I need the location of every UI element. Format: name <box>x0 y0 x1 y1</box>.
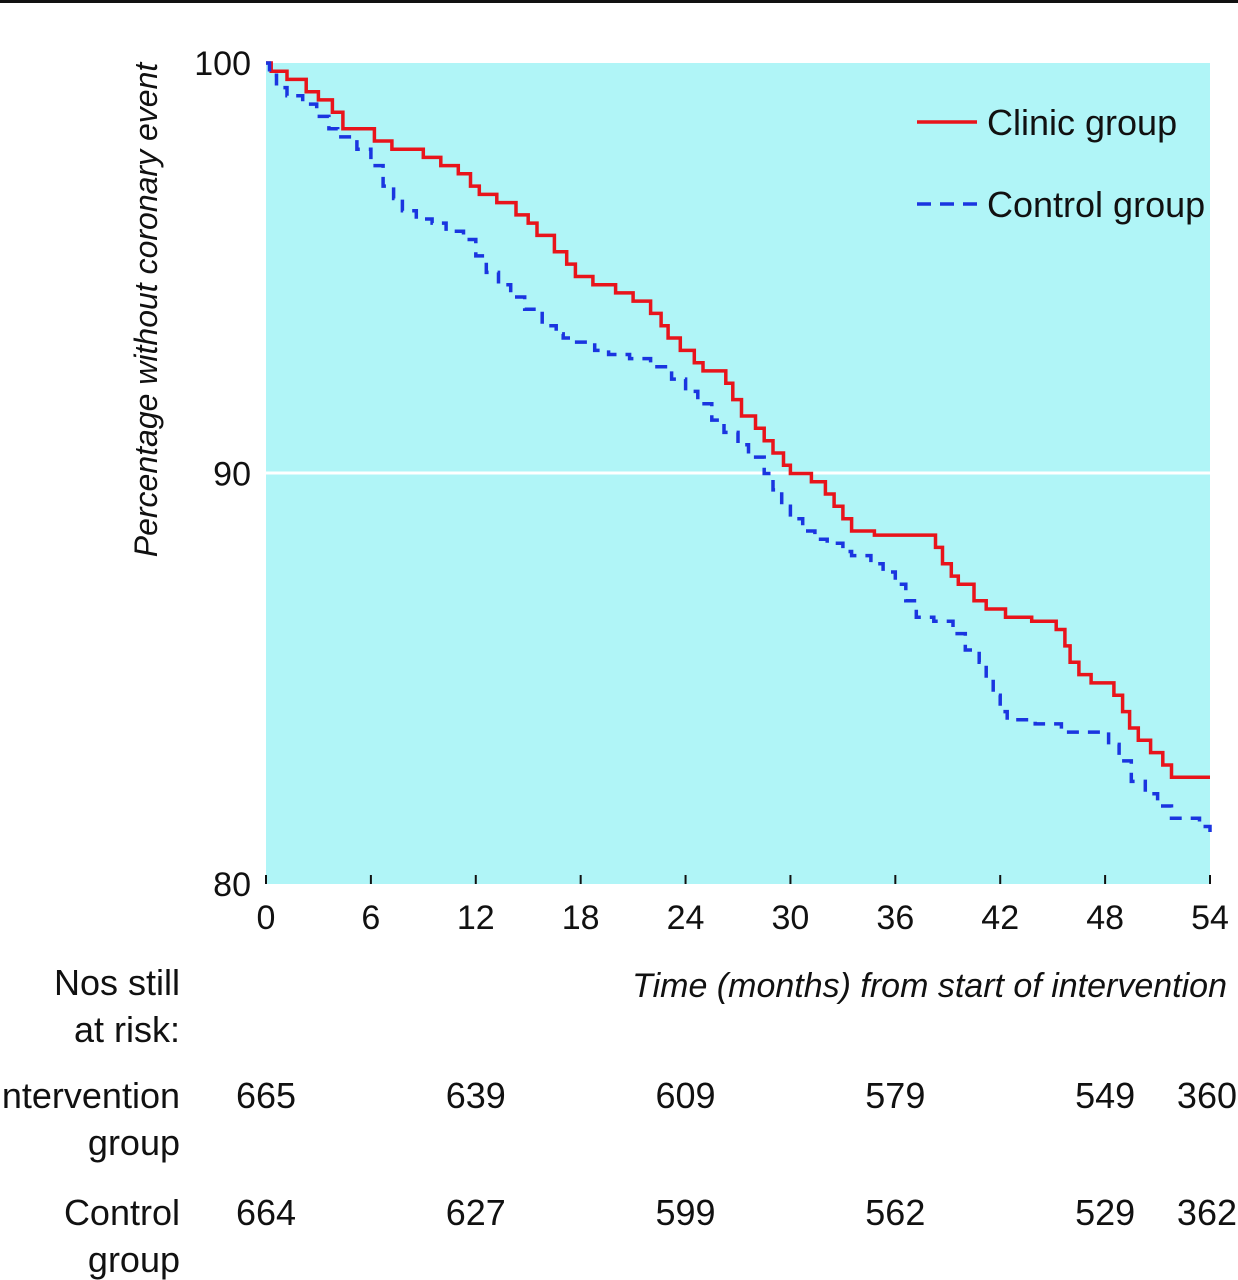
risk-row-label: Intervention <box>0 1075 180 1116</box>
x-tick-label: 24 <box>667 899 705 937</box>
risk-values: 665 639 609 579 549 360 664 627 599 562 529 362 <box>236 1075 1237 1233</box>
risk-heading-line2: at risk: <box>74 1009 180 1050</box>
y-tick-label: 80 <box>213 866 251 904</box>
risk-row-label: group <box>88 1239 180 1280</box>
y-axis-label: Percentage without coronary event <box>128 62 164 558</box>
x-tick-label: 36 <box>876 899 914 937</box>
x-tick-label: 18 <box>562 899 600 937</box>
x-tick-label: 48 <box>1086 899 1124 937</box>
x-tick-label: 42 <box>981 899 1019 937</box>
risk-row-label: Control <box>64 1192 180 1233</box>
legend-label-clinic: Clinic group <box>987 102 1177 143</box>
y-tick-label: 90 <box>213 456 251 494</box>
x-tick-label: 30 <box>772 899 810 937</box>
risk-value: 664 <box>236 1192 296 1233</box>
legend: Clinic group Control group <box>917 102 1205 225</box>
series-line-clinic <box>266 61 1210 780</box>
risk-row-label: group <box>88 1122 180 1163</box>
x-tick-label: 54 <box>1191 899 1229 937</box>
x-tick-label: 0 <box>257 899 276 937</box>
risk-value: 627 <box>446 1192 506 1233</box>
risk-heading-line1: Nos still <box>54 962 180 1003</box>
risk-value: 665 <box>236 1075 296 1116</box>
risk-value: 579 <box>865 1075 925 1116</box>
risk-value: 362 <box>1177 1192 1237 1233</box>
y-axis: 80 90 100 <box>194 45 251 904</box>
x-axis-label: Time (months) from start of intervention <box>632 967 1227 1005</box>
y-tick-label: 100 <box>194 45 251 83</box>
risk-value: 609 <box>656 1075 716 1116</box>
legend-label-control: Control group <box>987 184 1205 225</box>
risk-value: 562 <box>865 1192 925 1233</box>
x-tick-label: 6 <box>361 899 380 937</box>
x-axis: 0 6 12 18 24 30 36 42 48 54 <box>257 875 1229 937</box>
top-border-rule <box>0 0 1238 3</box>
risk-value: 549 <box>1075 1075 1135 1116</box>
risk-value: 599 <box>656 1192 716 1233</box>
risk-value: 360 <box>1177 1075 1237 1116</box>
risk-value: 639 <box>446 1075 506 1116</box>
risk-table: Nos still at risk: Intervention group Co… <box>0 962 1237 1280</box>
x-tick-label: 12 <box>457 899 495 937</box>
risk-value: 529 <box>1075 1192 1135 1233</box>
series-layer <box>266 61 1212 839</box>
